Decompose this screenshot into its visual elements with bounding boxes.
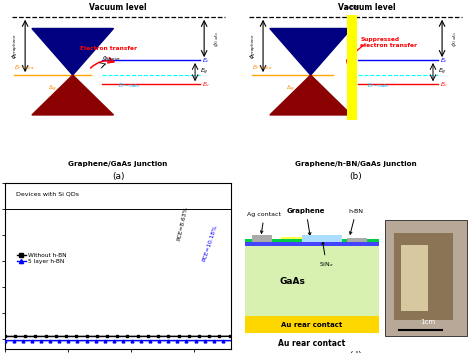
Bar (252, 235, 272, 242)
Text: $\phi_{graphene}$: $\phi_{graphene}$ (10, 33, 20, 59)
Without h-BN (166, 334, 172, 339)
Text: $E_g$: $E_g$ (438, 67, 446, 77)
Text: Graphene: Graphene (287, 208, 325, 235)
Bar (347, 238, 367, 242)
Text: (a): (a) (112, 172, 124, 180)
5 layer h-BN (2, 339, 8, 343)
Without h-BN (145, 334, 150, 339)
5 layer h-BN (145, 339, 150, 343)
5 layer h-BN (29, 339, 35, 343)
Text: $E_v$: $E_v$ (202, 80, 210, 89)
Bar (245, 316, 379, 333)
Text: SiN$_x$: SiN$_x$ (319, 242, 334, 269)
Bar (394, 233, 454, 319)
Bar (245, 239, 379, 242)
Text: $E_{F-GaAs}$: $E_{F-GaAs}$ (367, 81, 390, 90)
Text: Au rear contact: Au rear contact (278, 340, 346, 348)
Without h-BN (2, 334, 8, 339)
5 layer h-BN (91, 339, 97, 343)
Text: Au rear contact: Au rear contact (281, 322, 342, 328)
Text: Electron transfer: Electron transfer (80, 46, 137, 51)
Without h-BN (165, 334, 171, 339)
Text: PCE=10.18%: PCE=10.18% (201, 224, 218, 262)
5 layer h-BN (76, 339, 82, 343)
Polygon shape (270, 29, 351, 75)
Without h-BN (76, 334, 82, 339)
Bar (385, 220, 467, 336)
Text: $E_c$: $E_c$ (202, 56, 210, 65)
Text: h-BN: h-BN (348, 209, 364, 234)
Text: $\phi_{GaAs}$: $\phi_{GaAs}$ (212, 30, 221, 47)
5 layer h-BN (165, 339, 171, 343)
Bar (347, 15, 357, 120)
Text: $\Delta_g$: $\Delta_g$ (48, 83, 56, 94)
Text: $\phi_{graphene}$: $\phi_{graphene}$ (248, 33, 258, 59)
Text: Graphene/h-BN/GaAs junction: Graphene/h-BN/GaAs junction (295, 161, 417, 167)
Text: $\Phi_{barrier}$: $\Phi_{barrier}$ (102, 54, 122, 64)
Text: Ag contact: Ag contact (247, 213, 281, 233)
5 layer h-BN (166, 339, 172, 343)
Text: Vacuum level: Vacuum level (338, 3, 396, 12)
Without h-BN (91, 334, 97, 339)
Text: $\phi_{GaAs}$: $\phi_{GaAs}$ (450, 30, 459, 47)
Text: $E_{F-GaAs}$: $E_{F-GaAs}$ (118, 81, 140, 90)
Text: $E_v$: $E_v$ (440, 80, 448, 89)
Text: Devices with Si QDs: Devices with Si QDs (16, 191, 79, 197)
5 layer h-BN (228, 339, 234, 343)
Text: Graphene/GaAs junction: Graphene/GaAs junction (68, 161, 168, 167)
Polygon shape (32, 29, 113, 75)
Without h-BN (29, 334, 35, 339)
Text: $\Delta_g$: $\Delta_g$ (286, 83, 294, 94)
Text: (d): (d) (350, 351, 362, 353)
Text: $E_g$: $E_g$ (200, 67, 208, 77)
Text: 1cm: 1cm (420, 318, 435, 324)
Legend: Without h-BN, 5 layer h-BN: Without h-BN, 5 layer h-BN (14, 250, 69, 267)
Without h-BN (228, 334, 234, 339)
Text: (b): (b) (350, 172, 362, 180)
Bar (245, 242, 379, 246)
Text: h-BN: h-BN (344, 5, 359, 10)
Bar (245, 246, 379, 316)
Text: $E_{F-Gra}$: $E_{F-Gra}$ (252, 63, 272, 72)
Text: PCE=8.63%: PCE=8.63% (176, 206, 189, 241)
Text: Vacuum level: Vacuum level (89, 3, 147, 12)
Text: GaAs: GaAs (280, 277, 305, 286)
Bar (301, 235, 342, 242)
Bar (281, 237, 340, 239)
Text: Suppressed
electron transfer: Suppressed electron transfer (361, 37, 418, 48)
Bar (401, 245, 428, 311)
Polygon shape (32, 75, 113, 115)
Polygon shape (270, 75, 351, 115)
Text: $E_c$: $E_c$ (440, 56, 448, 65)
Text: $E_{F-Gra}$: $E_{F-Gra}$ (14, 63, 34, 72)
